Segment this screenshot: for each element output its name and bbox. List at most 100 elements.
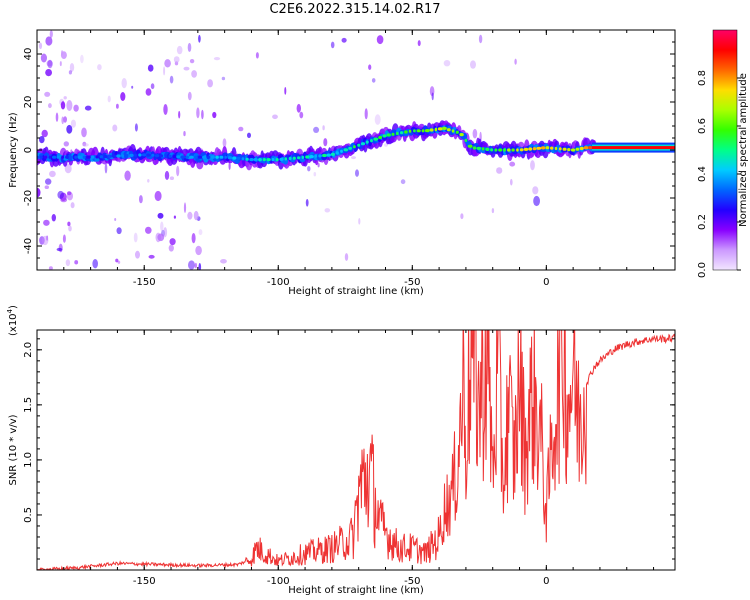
ridge-peak xyxy=(523,147,529,151)
ridge-peak xyxy=(284,157,288,161)
noise-blob xyxy=(147,64,154,72)
ridge-peak xyxy=(116,154,121,158)
noise-blob xyxy=(220,259,227,264)
noise-blob xyxy=(384,143,388,147)
noise-blob xyxy=(169,238,176,246)
ridge-peak xyxy=(61,155,65,159)
noise-blob xyxy=(443,60,451,67)
snr-series-line xyxy=(37,330,675,570)
y-tick-label: 1.5 xyxy=(23,397,34,413)
noise-blob xyxy=(63,141,69,147)
noise-blob xyxy=(120,92,126,101)
noise-blob xyxy=(351,156,356,160)
ridge-peak xyxy=(77,155,83,159)
noise-blob xyxy=(212,111,217,119)
noise-blob xyxy=(66,100,73,111)
noise-blob xyxy=(496,167,503,174)
ridge-peak xyxy=(176,155,181,159)
noise-blob xyxy=(46,235,49,241)
noise-blob xyxy=(376,35,384,45)
noise-blob xyxy=(460,213,464,220)
ridge-peak xyxy=(202,155,207,159)
noise-blob xyxy=(47,59,53,69)
ridge-peak xyxy=(194,155,198,159)
ridge-peak xyxy=(164,154,167,158)
ridge-peak xyxy=(121,154,125,158)
noise-blob xyxy=(368,64,372,70)
ridge-peak xyxy=(275,158,279,162)
noise-blob xyxy=(313,172,317,177)
y-tick-label: 20 xyxy=(23,96,34,109)
ridge-peak xyxy=(271,158,275,162)
ridge-peak xyxy=(52,155,57,159)
ridge-peak xyxy=(558,147,562,151)
noise-blob xyxy=(355,169,359,177)
ridge-peak xyxy=(314,154,318,158)
noise-blob xyxy=(61,50,64,56)
ridge-peak xyxy=(253,158,258,162)
noise-blob xyxy=(358,218,361,225)
noise-blob xyxy=(57,190,64,199)
noise-blob xyxy=(121,78,127,89)
ridge-peak xyxy=(180,155,186,159)
ridge-peak xyxy=(95,155,99,159)
ridge-peak xyxy=(172,155,177,159)
snr-frame xyxy=(36,329,676,571)
x-tick-label: -50 xyxy=(404,277,420,288)
noise-blob xyxy=(157,233,165,242)
ridge-peak xyxy=(583,146,589,150)
ridge-peak xyxy=(227,156,233,160)
noise-blob xyxy=(168,244,174,252)
noise-blob xyxy=(305,199,309,207)
noise-blob xyxy=(39,136,45,144)
snr-plot-area xyxy=(37,330,675,570)
x-tick-label: 0 xyxy=(543,277,549,288)
ridge-peak xyxy=(326,153,331,157)
noise-blob xyxy=(80,54,84,64)
noise-blob xyxy=(255,52,259,59)
ridge-peak xyxy=(528,147,533,151)
ridge-peak xyxy=(490,148,494,152)
ridge-peak xyxy=(455,130,459,134)
ridge-peak xyxy=(570,148,576,152)
noise-blob xyxy=(64,163,72,174)
noise-blob xyxy=(56,247,63,252)
noise-blob xyxy=(73,104,79,112)
ridge-peak xyxy=(434,127,438,132)
ridge-peak xyxy=(498,148,503,152)
ridge-peak xyxy=(588,146,593,150)
noise-blob xyxy=(63,96,67,100)
noise-blob xyxy=(69,63,75,72)
ridge-peak xyxy=(241,157,245,161)
noise-blob xyxy=(169,176,174,180)
noise-blob xyxy=(221,76,226,81)
noise-blob xyxy=(45,36,53,46)
noise-blob xyxy=(104,163,108,174)
noise-blob xyxy=(82,143,89,147)
ridge-peak xyxy=(279,157,284,161)
ridge-peak xyxy=(330,152,335,156)
noise-blob xyxy=(44,185,49,189)
colorbar-label: Normalized spectral amplitude xyxy=(738,73,749,227)
noise-blob xyxy=(222,138,227,148)
noise-blob xyxy=(38,42,43,50)
ridge-peak xyxy=(56,155,61,159)
colorbar-tick-label: 0.2 xyxy=(697,214,708,230)
ridge-peak xyxy=(340,149,343,153)
noise-blob xyxy=(313,126,320,133)
noise-blob xyxy=(107,95,111,103)
noise-blob xyxy=(299,111,304,119)
ridge-peak xyxy=(424,129,430,133)
ridge-peak xyxy=(48,155,52,159)
noise-blob xyxy=(70,202,75,209)
noise-blob xyxy=(173,215,176,219)
noise-blob xyxy=(114,218,117,221)
ridge-peak xyxy=(550,146,554,150)
noise-blob xyxy=(207,79,214,88)
ridge-peak xyxy=(481,147,485,151)
noise-blob xyxy=(63,116,67,123)
noise-blob xyxy=(154,190,162,202)
ridge-peak xyxy=(297,156,301,160)
ridge-peak xyxy=(408,129,412,133)
noise-blob xyxy=(163,104,168,115)
